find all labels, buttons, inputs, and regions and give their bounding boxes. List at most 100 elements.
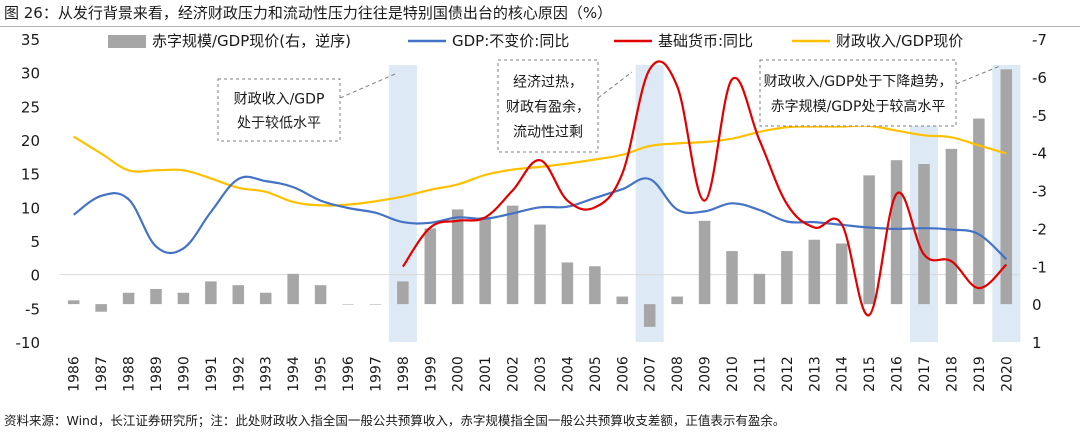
x-tick-label-2005: 2005 xyxy=(588,356,604,392)
x-tick-label-2017: 2017 xyxy=(917,356,933,392)
left-tick-label: 25 xyxy=(21,98,40,116)
deficit-bar-1992 xyxy=(232,285,245,305)
annotation-box-3 xyxy=(759,59,957,127)
x-tick-label-1987: 1987 xyxy=(94,356,110,392)
deficit-bar-2001 xyxy=(479,217,491,305)
deficit-bar-1995 xyxy=(314,285,327,305)
left-tick-label: 20 xyxy=(21,132,40,150)
x-tick-label-1992: 1992 xyxy=(231,356,247,392)
annotation-text-1-1: 财政收入/GDP xyxy=(234,91,325,107)
x-tick-label-2010: 2010 xyxy=(725,356,741,392)
deficit-bars xyxy=(67,69,1013,327)
x-tick-label-1999: 1999 xyxy=(423,356,439,392)
deficit-bar-1998 xyxy=(397,281,409,305)
deficit-bar-2020 xyxy=(1000,69,1013,305)
x-tick-label-2019: 2019 xyxy=(972,356,988,392)
legend-label-1: GDP:不变价:同比 xyxy=(452,32,569,50)
annotation-text-2-3: 流动性过剩 xyxy=(513,125,583,141)
deficit-bar-1993 xyxy=(259,292,272,305)
right-tick-label: 1 xyxy=(1032,334,1042,352)
deficit-bar-2017 xyxy=(918,163,930,305)
legend-label-3: 财政收入/GDP现价 xyxy=(836,32,963,50)
deficit-bar-1986 xyxy=(67,300,80,305)
x-tick-label-2014: 2014 xyxy=(835,356,851,392)
legend-label-2: 基础货币:同比 xyxy=(658,32,753,50)
x-tick-label-2000: 2000 xyxy=(451,356,467,392)
deficit-bar-2004 xyxy=(561,262,574,305)
deficit-bar-2008 xyxy=(671,296,683,305)
x-tick-label-2007: 2007 xyxy=(643,356,659,392)
deficit-bar-2019 xyxy=(973,118,985,305)
x-tick-label-2020: 2020 xyxy=(999,356,1015,392)
deficit-bar-2012 xyxy=(781,251,793,305)
annotation-text-3-1: 财政收入/GDP处于下降趋势， xyxy=(764,74,953,90)
left-tick-label: 15 xyxy=(21,166,40,184)
right-tick-label: -7 xyxy=(1032,31,1047,49)
annotation-leader-2 xyxy=(597,71,633,99)
deficit-bar-2010 xyxy=(726,251,738,305)
x-tick-label-1986: 1986 xyxy=(67,356,83,392)
x-tick-label-2002: 2002 xyxy=(506,356,522,392)
deficit-bar-2015 xyxy=(863,175,875,305)
chart-title: 图 26：从发行背景来看，经济财政压力和流动性压力往往是特别国债出台的核心原因（… xyxy=(4,4,613,22)
x-tick-label-2001: 2001 xyxy=(478,356,494,392)
deficit-bar-1996 xyxy=(342,304,354,305)
legend-label-0: 赤字规模/GDP现价(右，逆序) xyxy=(152,32,351,50)
x-tick-label-2011: 2011 xyxy=(752,356,768,392)
right-tick-label: -1 xyxy=(1032,258,1047,276)
deficit-bar-2016 xyxy=(890,160,903,305)
deficit-bar-2018 xyxy=(945,148,958,305)
annotation-text-3-2: 赤字规模/GDP处于较高水平 xyxy=(771,98,946,115)
x-tick-label-2013: 2013 xyxy=(807,356,823,392)
x-tick-label-2003: 2003 xyxy=(533,356,549,392)
deficit-bar-2009 xyxy=(698,220,711,305)
x-tick-label-1996: 1996 xyxy=(341,356,357,392)
x-tick-label-1990: 1990 xyxy=(176,356,192,392)
left-tick-label: -10 xyxy=(16,334,41,352)
x-tick-label-1991: 1991 xyxy=(204,356,220,392)
x-tick-label-2016: 2016 xyxy=(890,356,906,392)
legend: 赤字规模/GDP现价(右，逆序) GDP:不变价:同比 基础货币:同比 财政收入/GD… xyxy=(108,32,963,50)
deficit-bar-2005 xyxy=(589,266,601,305)
title-divider xyxy=(0,26,1080,27)
x-tick-label-1997: 1997 xyxy=(368,356,384,392)
deficit-bar-2011 xyxy=(753,273,766,305)
annotation-leader-1 xyxy=(339,73,396,99)
gdp-growth-line xyxy=(73,175,1008,261)
base-money-line xyxy=(401,60,1008,317)
deficit-bar-1997 xyxy=(369,304,382,305)
deficit-bar-2007 xyxy=(643,304,656,327)
x-tick-label-2004: 2004 xyxy=(560,356,576,392)
annotation-box-2 xyxy=(497,59,599,153)
right-tick-label: -2 xyxy=(1032,220,1047,238)
deficit-bar-1990 xyxy=(177,292,190,305)
highlight-band-2007 xyxy=(635,65,664,342)
x-tick-label-2009: 2009 xyxy=(698,356,714,392)
deficit-bar-1991 xyxy=(205,281,217,305)
annotations: 财政收入/GDP 处于较低水平 经济过热， 财政有盈余， 流动性过剩 财政收入/GDP处于… xyxy=(217,59,1001,153)
left-tick-label: 5 xyxy=(30,233,40,251)
deficit-bar-2003 xyxy=(534,224,546,305)
right-tick-label: 0 xyxy=(1032,296,1042,314)
legend-swatch-deficit xyxy=(108,35,146,48)
deficit-bar-1994 xyxy=(287,273,299,305)
deficit-bar-2014 xyxy=(835,243,848,305)
source-note: 资料来源：Wind，长江证券研究所；注：此处财政收入指全国一般公共预算收入，赤字… xyxy=(4,413,786,428)
annotation-text-1-2: 处于较低水平 xyxy=(237,115,321,131)
deficit-bar-1999 xyxy=(424,228,437,305)
right-tick-label: -3 xyxy=(1032,183,1047,201)
left-tick-label: 35 xyxy=(21,31,40,49)
right-tick-label: -6 xyxy=(1032,69,1047,87)
deficit-bar-2006 xyxy=(616,296,629,305)
x-tick-label-2008: 2008 xyxy=(670,356,686,392)
annotation-text-2-1: 经济过热， xyxy=(513,75,583,91)
x-tick-label-2012: 2012 xyxy=(780,356,796,392)
x-tick-label-1988: 1988 xyxy=(122,356,138,392)
x-tick-label-1994: 1994 xyxy=(286,356,302,392)
x-tick-label-1989: 1989 xyxy=(149,356,165,392)
annotation-box-1 xyxy=(217,78,341,142)
left-tick-label: 10 xyxy=(21,199,40,217)
right-tick-label: -4 xyxy=(1032,145,1047,163)
